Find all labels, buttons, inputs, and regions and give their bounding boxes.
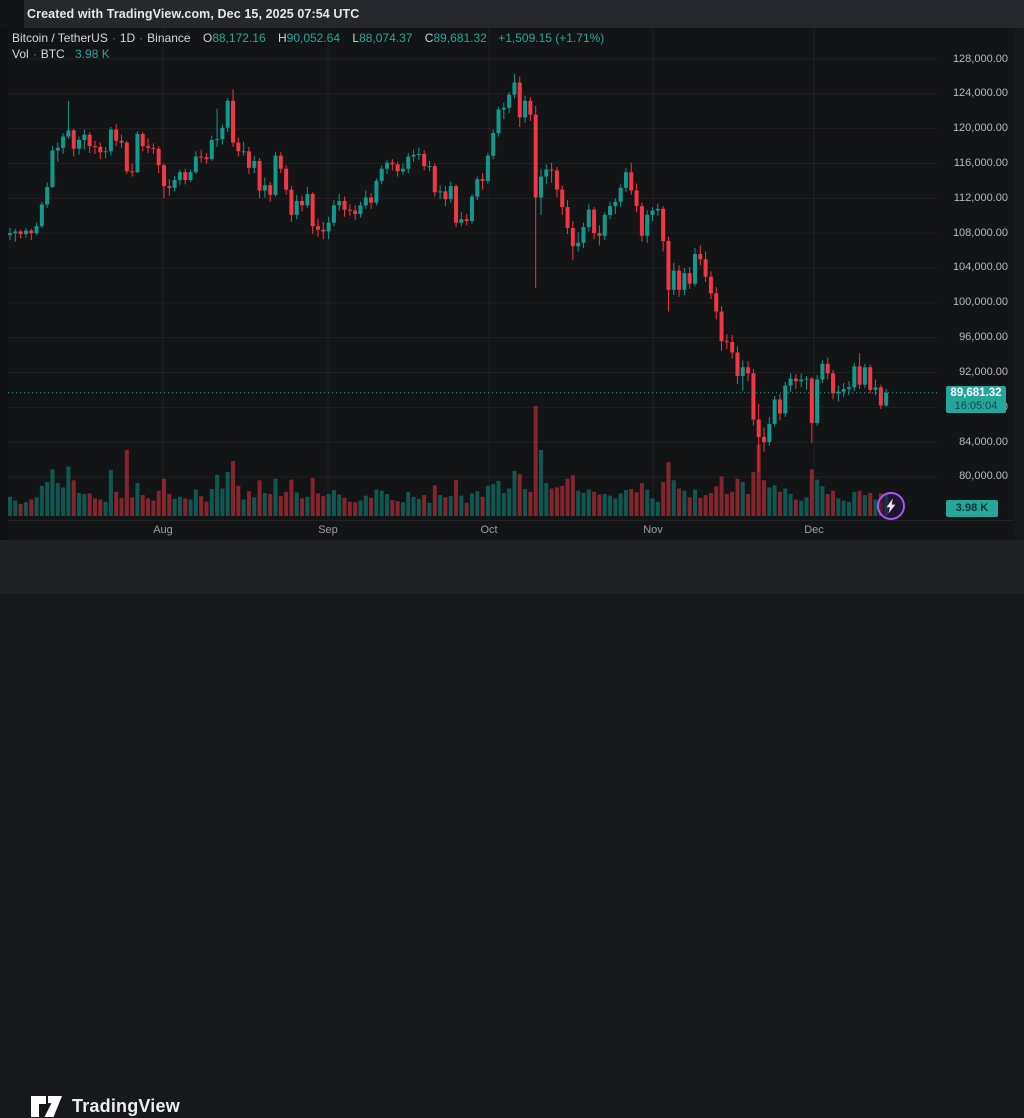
- price-tick-label: 104,000.00: [952, 261, 1008, 274]
- footer: TradingView: [0, 540, 1024, 1117]
- change-value: +1,509.15 (+1.71%): [498, 31, 605, 45]
- attribution-bar: Created with TradingView.com, Dec 15, 20…: [0, 0, 1024, 28]
- price-tick-label: 120,000.00: [952, 122, 1008, 135]
- separator-dot: ·: [32, 47, 37, 61]
- month-tick-label: Aug: [153, 524, 173, 536]
- symbol-title[interactable]: Bitcoin / TetherUS: [12, 31, 108, 45]
- high-value: H90,052.64: [277, 31, 341, 45]
- boost-button[interactable]: [876, 491, 906, 521]
- corner-notch: [0, 0, 24, 28]
- chart-left-margin: [0, 28, 8, 540]
- lightning-icon: [877, 492, 905, 520]
- legend-volume-row: Vol · BTC 3.98 K: [12, 47, 604, 61]
- tradingview-mark-icon: [31, 1096, 62, 1117]
- low-value: L88,074.37: [352, 31, 413, 45]
- interval-label[interactable]: 1D: [119, 31, 136, 45]
- price-axis[interactable]: 128,000.00 124,000.00 120,000.00 116,000.00…: [938, 28, 1014, 520]
- last-price-badge: 89,681.32 16:05:04: [946, 385, 1006, 413]
- attribution-text: Created with TradingView.com, Dec 15, 20…: [27, 7, 360, 21]
- month-tick-label: Nov: [643, 524, 663, 536]
- price-tick-label: 80,000.00: [959, 470, 1008, 483]
- volume-unit: BTC: [40, 47, 65, 61]
- last-price-value: 89,681.32: [950, 386, 1002, 399]
- price-chart-canvas[interactable]: [8, 28, 1014, 540]
- month-tick-label: Oct: [480, 524, 498, 536]
- legend-symbol-row: Bitcoin / TetherUS · 1D · Binance O88,172.16…: [12, 31, 604, 45]
- separator-dot: ·: [111, 31, 116, 45]
- tradingview-logo[interactable]: TradingView: [30, 1095, 180, 1118]
- close-value: C89,681.32: [424, 31, 487, 45]
- bar-close-countdown: 16:05:04: [954, 399, 998, 412]
- open-value: O88,172.16: [202, 31, 266, 45]
- month-tick-label: Sep: [318, 524, 338, 536]
- price-tick-label: 100,000.00: [952, 296, 1008, 309]
- tradingview-wordmark: TradingView: [72, 1096, 180, 1116]
- exchange-label: Binance: [147, 31, 191, 45]
- price-tick-label: 84,000.00: [959, 435, 1008, 448]
- chart-widget: Bitcoin / TetherUS · 1D · Binance O88,172.16…: [8, 28, 1014, 540]
- volume-label: Vol: [12, 47, 29, 61]
- time-axis[interactable]: Aug Sep Oct Nov Dec: [8, 520, 1014, 541]
- price-tick-label: 128,000.00: [952, 52, 1008, 65]
- volume-value: 3.98 K: [75, 47, 110, 61]
- separator-dot: ·: [139, 31, 144, 45]
- price-tick-label: 116,000.00: [953, 156, 1008, 169]
- price-tick-label: 96,000.00: [959, 331, 1008, 344]
- chart-legend: Bitcoin / TetherUS · 1D · Binance O88,172.16…: [12, 31, 604, 61]
- month-tick-label: Dec: [804, 524, 824, 536]
- price-tick-label: 112,000.00: [953, 191, 1008, 204]
- price-tick-label: 108,000.00: [952, 226, 1008, 239]
- volume-badge: 3.98 K: [946, 500, 998, 517]
- price-tick-label: 92,000.00: [959, 365, 1008, 378]
- price-tick-label: 124,000.00: [952, 87, 1008, 100]
